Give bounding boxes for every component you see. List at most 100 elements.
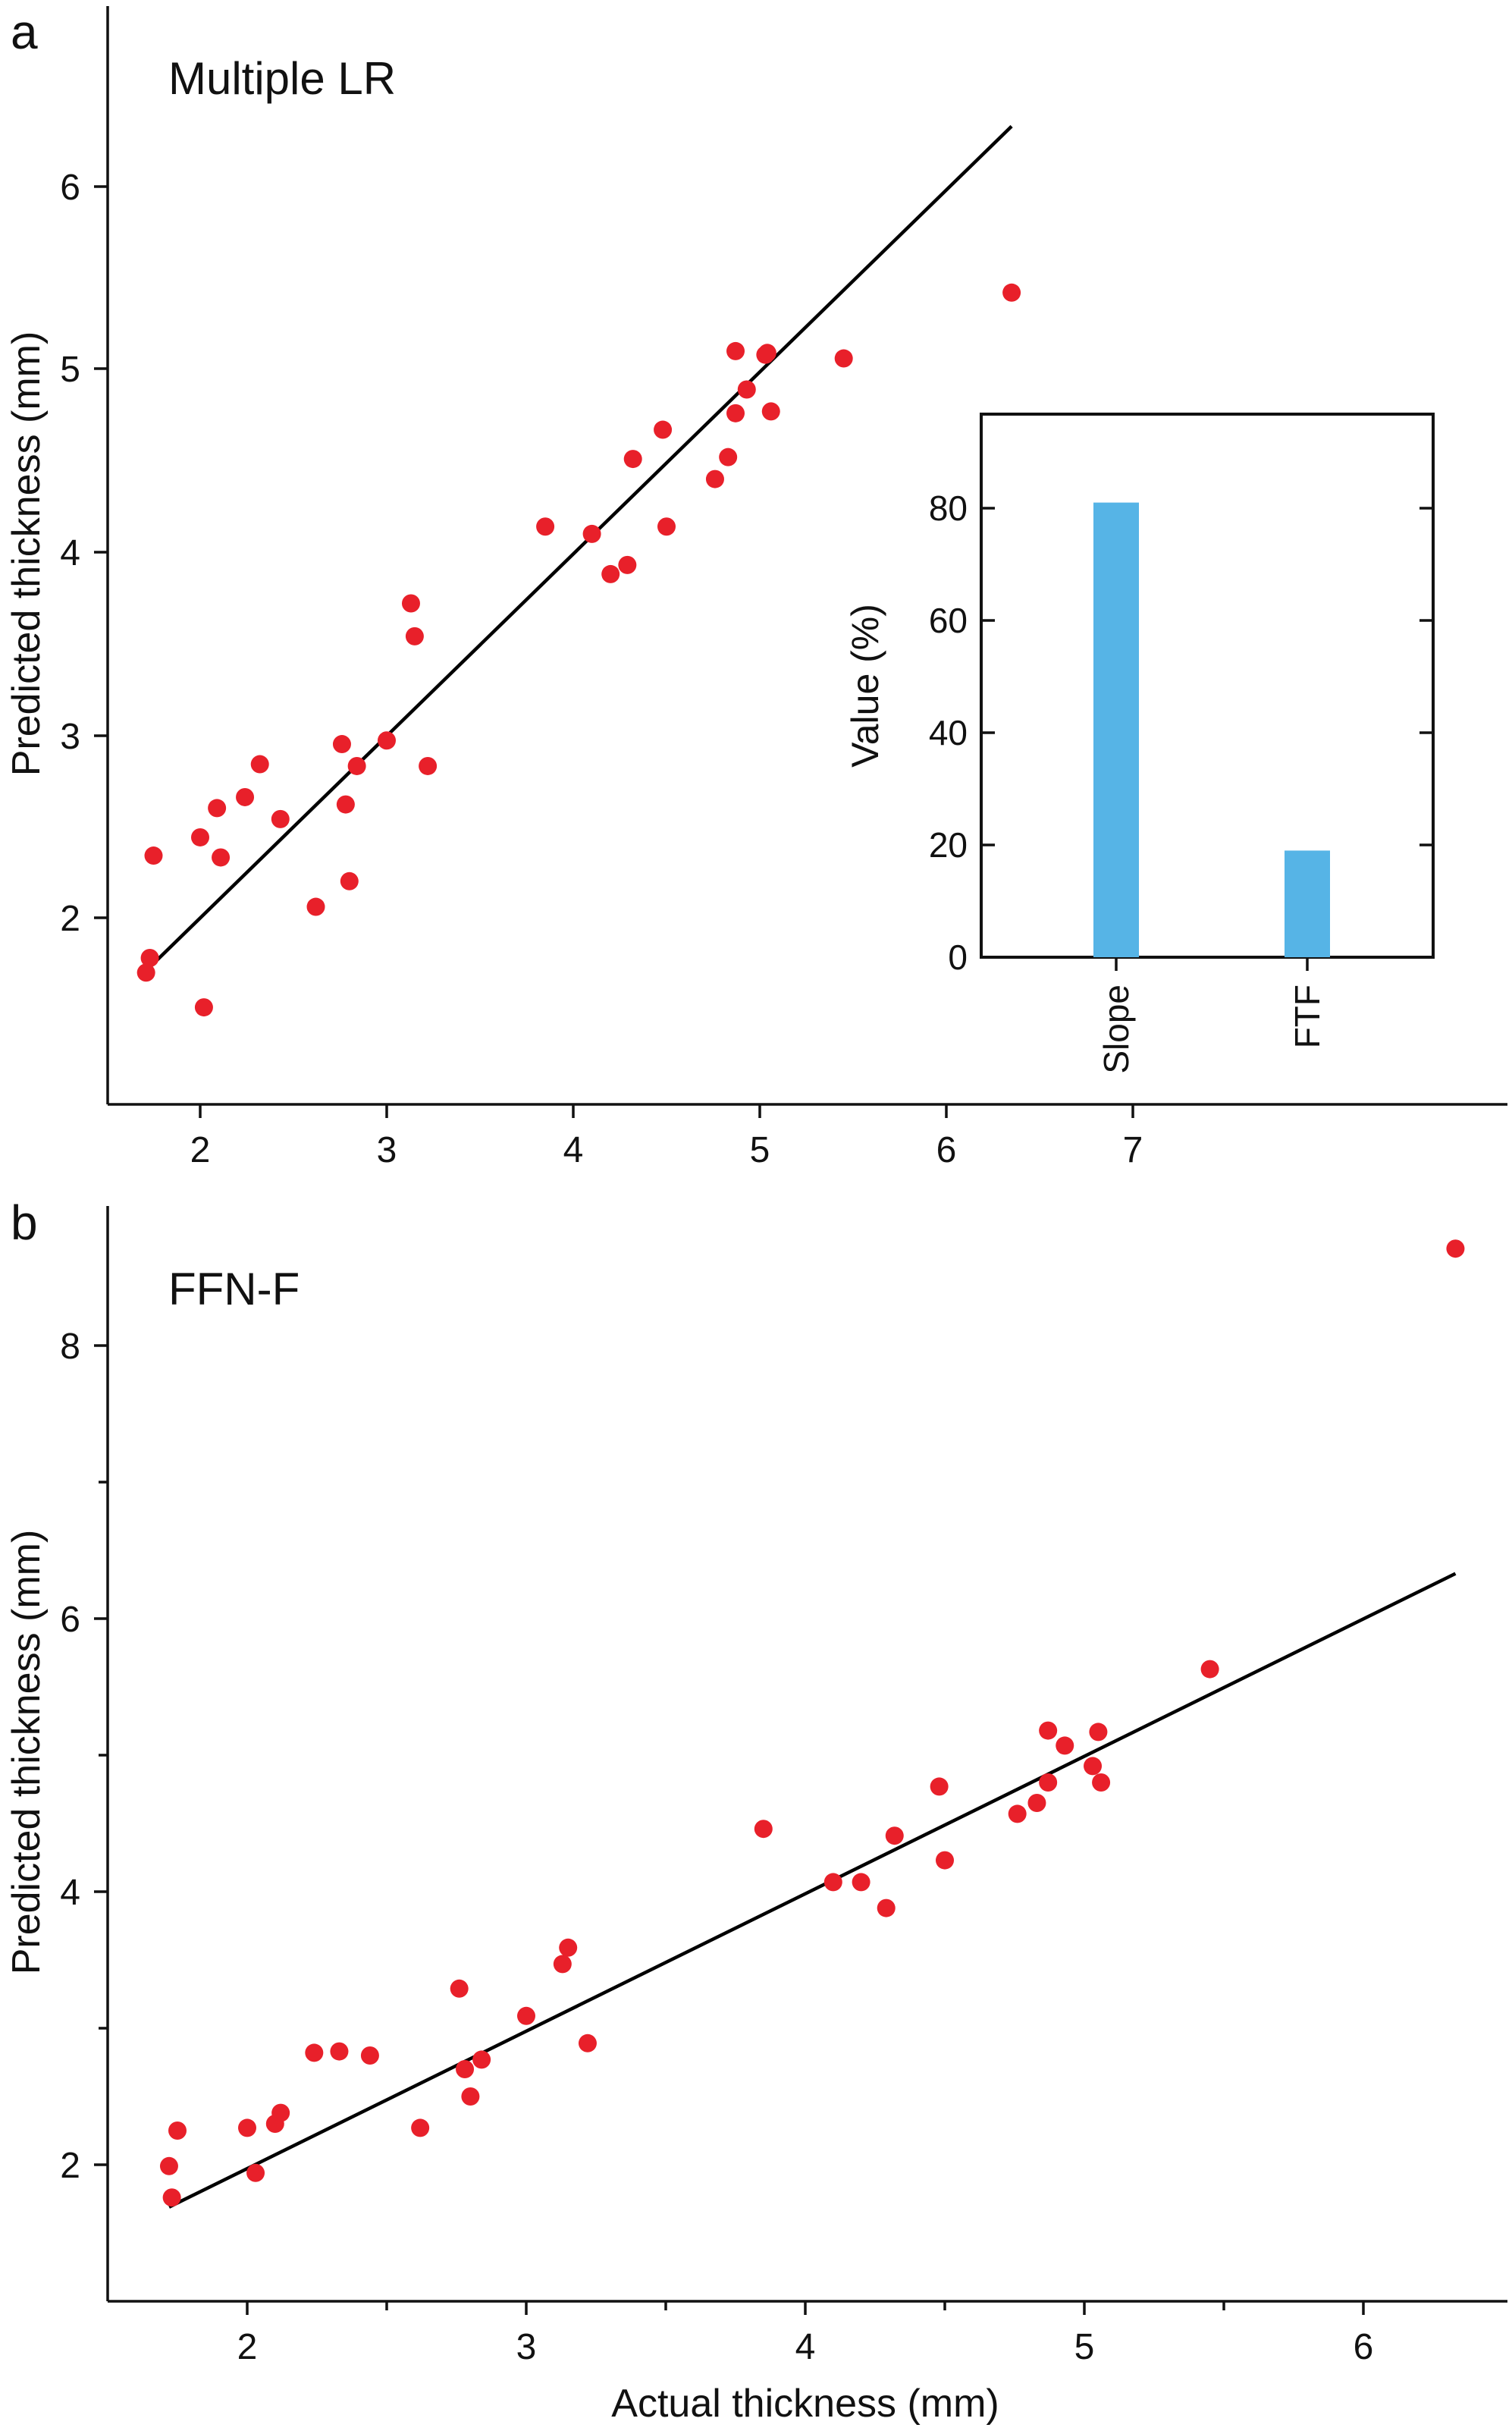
panel-a-data-point	[758, 344, 776, 363]
panel-a-data-point	[654, 420, 673, 439]
panel-b-data-point	[1027, 1794, 1046, 1812]
panel-b-data-point	[877, 1899, 896, 1917]
inset-x-tick-label: FTF	[1288, 985, 1327, 1048]
panel-a-data-point	[657, 517, 676, 536]
inset-bar-chart: 0 20 40 60 80 Value (%) Slope FTF	[844, 413, 1435, 1074]
panel-a-fit-line	[146, 124, 1013, 971]
panel-b-data-point	[559, 1938, 578, 1957]
panel-a-points	[136, 283, 1021, 1017]
panel-a-data-point	[705, 470, 724, 488]
panel-b-data-point	[411, 2118, 430, 2137]
panel-a-title: Multiple LR	[168, 53, 396, 104]
panel-a-data-point	[761, 402, 780, 421]
panel-a-data-point	[136, 963, 155, 982]
inset-frame	[980, 413, 1435, 959]
panel-a-data-point	[601, 564, 620, 583]
inset-y-tick-label: 80	[929, 488, 968, 528]
panel-a-data-point	[419, 756, 438, 775]
panel-a-data-point	[332, 735, 351, 754]
inset-bar-slope	[1093, 502, 1139, 957]
panel-a-data-point	[623, 450, 642, 469]
panel-b-data-point	[1446, 1239, 1465, 1258]
panel-b-x-tick-label: 5	[1074, 2327, 1095, 2367]
panel-a-letter: a	[11, 5, 38, 59]
panel-a-x-tick-label: 6	[936, 1130, 957, 1170]
panel-b-letter: b	[11, 1195, 38, 1250]
panel-a-y-tick-label: 3	[60, 717, 80, 757]
panel-b-data-point	[930, 1777, 949, 1796]
panel-a: a Multiple LR 2 3 4 5 6 7 2 3 4	[5, 5, 1507, 1170]
inset-y-tick-label: 0	[948, 937, 968, 977]
panel-b-data-point	[1092, 1773, 1111, 1792]
inset-y-axis-title: Value (%)	[844, 604, 886, 768]
panel-b-data-point	[578, 2034, 597, 2052]
inset-y-tick-label: 20	[929, 825, 968, 865]
inset-bar-ftf	[1285, 850, 1330, 957]
inset-x-tick-labels: Slope FTF	[1096, 985, 1327, 1074]
panel-b-data-point	[271, 2103, 290, 2122]
panel-a-data-point	[719, 448, 738, 466]
inset-y-ticks: 0 20 40 60 80	[929, 488, 1433, 977]
panel-a-y-axis-title: Predicted thickness (mm)	[5, 331, 49, 777]
panel-b-data-point	[246, 2163, 265, 2182]
panel-b-data-point	[360, 2046, 379, 2065]
panel-b-data-point	[1200, 1660, 1219, 1679]
panel-a-data-point	[726, 341, 745, 360]
panel-a-x-tick-label: 7	[1123, 1130, 1143, 1170]
panel-a-data-point	[208, 799, 227, 818]
panel-b-data-point	[823, 1873, 842, 1892]
panel-a-x-tick-label: 4	[563, 1130, 584, 1170]
inset-bars	[1093, 502, 1330, 957]
panel-a-data-point	[618, 555, 637, 574]
panel-b-x-tick-label: 2	[237, 2327, 258, 2367]
panel-a-y-tick-label: 6	[60, 168, 80, 208]
panel-a-data-point	[340, 872, 359, 890]
panel-a-data-point	[250, 755, 269, 774]
panel-a-x-tick-label: 5	[750, 1130, 770, 1170]
panel-b-data-point	[754, 1820, 773, 1839]
panel-b-y-tick-label: 2	[60, 2146, 80, 2186]
panel-b-data-point	[330, 2042, 349, 2061]
panel-b-data-point	[159, 2156, 178, 2175]
panel-b-data-point	[472, 2050, 491, 2069]
panel-a-data-point	[726, 404, 745, 422]
panel-b-data-point	[1056, 1736, 1074, 1755]
panel-b-title: FFN-F	[168, 1264, 300, 1314]
panel-b-y-tick-label: 6	[60, 1600, 80, 1640]
panel-a-data-point	[401, 594, 420, 613]
panel-a-data-point	[191, 828, 209, 846]
panel-b-data-point	[1084, 1757, 1103, 1776]
panel-b-data-point	[1039, 1721, 1058, 1740]
panel-a-data-point	[336, 795, 355, 814]
panel-a-y-tick-label: 4	[60, 533, 80, 573]
panel-b-fit-line	[168, 1572, 1457, 2209]
panel-a-y-tick-label: 5	[60, 350, 80, 390]
panel-a-data-point	[834, 349, 853, 368]
panel-a-data-point	[405, 627, 424, 645]
panel-a-data-point	[306, 897, 325, 916]
panel-a-data-point	[582, 524, 601, 543]
panel-b-y-tick-label: 4	[60, 1873, 80, 1913]
panel-b-data-point	[852, 1873, 870, 1892]
panel-b-data-point	[456, 2060, 475, 2078]
panel-a-x-tick-label: 3	[377, 1130, 397, 1170]
panel-b-data-point	[936, 1851, 954, 1870]
panel-a-data-point	[212, 848, 231, 867]
panel-a-data-point	[236, 787, 255, 806]
panel-b: b FFN-F 2 3 4 5 6 2	[5, 1195, 1507, 2426]
panel-b-data-point	[450, 1979, 469, 1998]
panel-b-data-point	[168, 2122, 187, 2140]
panel-b-y-ticks: 2 4 6 8	[60, 1327, 108, 2186]
panel-a-y-ticks: 2 3 4 5 6	[60, 168, 108, 939]
panel-b-x-axis-title: Actual thickness (mm)	[611, 2382, 999, 2426]
panel-b-data-point	[517, 2006, 535, 2025]
panel-a-x-tick-label: 2	[190, 1130, 211, 1170]
panel-b-data-point	[162, 2188, 181, 2207]
panel-a-data-point	[378, 731, 396, 750]
panel-a-data-point	[1002, 283, 1021, 302]
inset-x-tick-label: Slope	[1096, 985, 1136, 1074]
panel-b-data-point	[461, 2087, 480, 2106]
panel-a-x-ticks: 2 3 4 5 6 7	[190, 1104, 1143, 1170]
panel-b-data-point	[1089, 1723, 1108, 1741]
